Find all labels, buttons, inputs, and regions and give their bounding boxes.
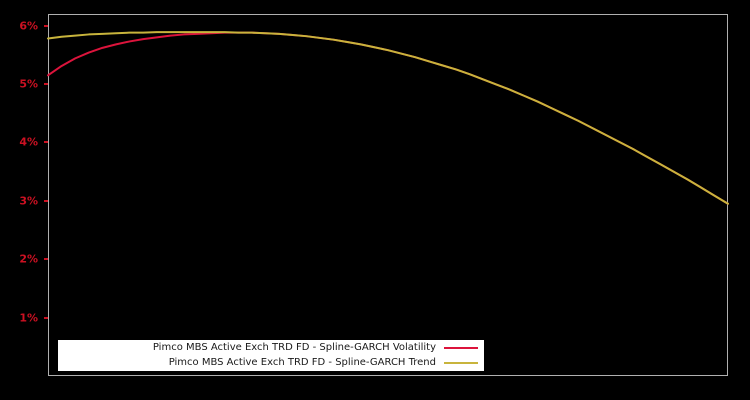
series-line-2 [47, 31, 729, 205]
y-axis-tick-label: 5% [19, 77, 38, 91]
legend-color-swatch [444, 361, 478, 364]
chart-legend: Pimco MBS Active Exch TRD FD - Spline-GA… [58, 340, 484, 371]
series-layer [47, 31, 729, 205]
legend-entry: Pimco MBS Active Exch TRD FD - Spline-GA… [58, 340, 484, 355]
y-axis-tick-label: 3% [19, 194, 38, 208]
series-line-1 [47, 31, 729, 205]
y-axis-tick-label: 4% [19, 135, 38, 149]
plot-area-frame [48, 14, 728, 376]
legend-color-swatch [444, 346, 478, 349]
legend-entry-label: Pimco MBS Active Exch TRD FD - Spline-GA… [168, 357, 436, 368]
y-axis-tick-mark [44, 199, 48, 202]
y-axis-tick-mark [44, 316, 48, 319]
y-axis-tick-mark [44, 141, 48, 144]
legend-entry: Pimco MBS Active Exch TRD FD - Spline-GA… [58, 355, 484, 370]
y-axis-tick-mark [44, 83, 48, 86]
legend-entry-label: Pimco MBS Active Exch TRD FD - Spline-GA… [152, 342, 436, 353]
y-axis-tick-label: 6% [19, 19, 38, 33]
y-axis-tick-mark [44, 258, 48, 261]
y-axis-tick-mark [44, 24, 48, 27]
y-axis-tick-label: 1% [19, 311, 38, 325]
y-axis-tick-label: 2% [19, 252, 38, 266]
